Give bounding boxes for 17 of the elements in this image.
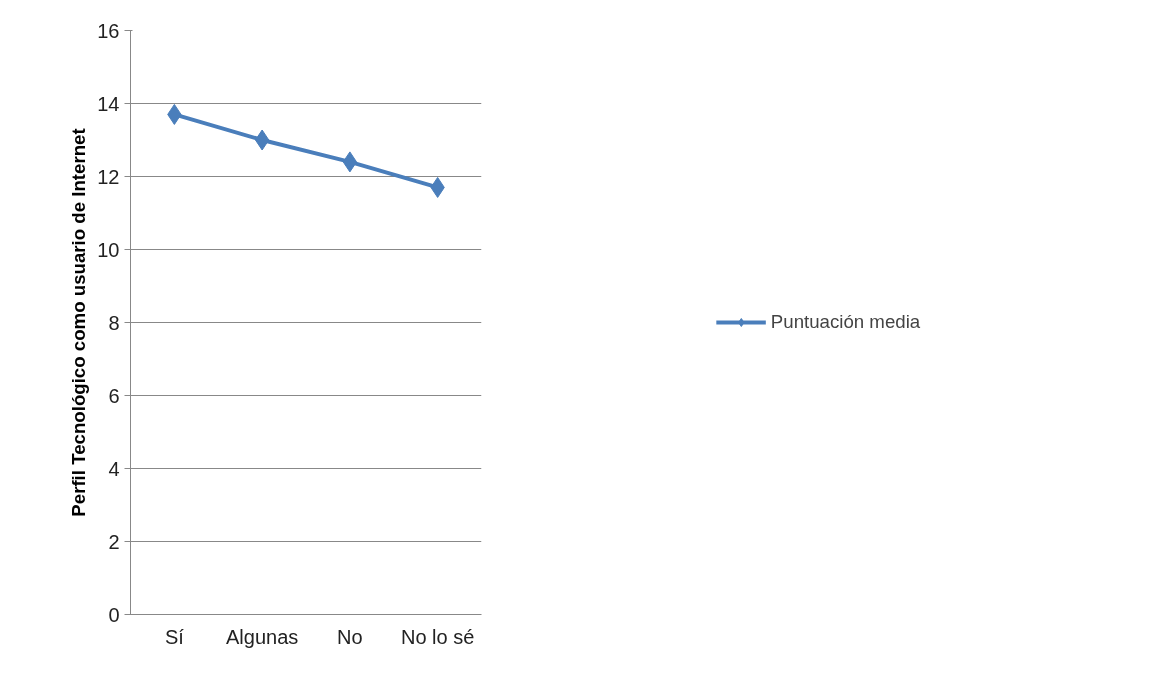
y-tick-label: 2: [108, 530, 120, 553]
y-axis-title: Perfil Tecnológico como usuario de Internet: [68, 128, 90, 517]
point: [254, 129, 270, 151]
legend-label: Puntuación media: [770, 311, 921, 333]
y-tick-label: 14: [97, 92, 120, 115]
x-tick-label: No: [337, 625, 363, 648]
y-tick-label: 6: [108, 384, 120, 407]
y-tick-label: 10: [97, 238, 120, 261]
point: [342, 151, 358, 173]
x-tick-label: Algunas: [225, 625, 299, 648]
y-tick-label: 8: [108, 311, 120, 334]
x-tick-label: No lo sé: [400, 625, 475, 648]
y-tick-label: 0: [108, 603, 120, 626]
y-tick-label: 4: [108, 457, 120, 480]
y-tick-label: 12: [97, 165, 120, 188]
y-tick-label: 16: [97, 19, 120, 42]
x-tick-label: Sí: [164, 625, 185, 648]
